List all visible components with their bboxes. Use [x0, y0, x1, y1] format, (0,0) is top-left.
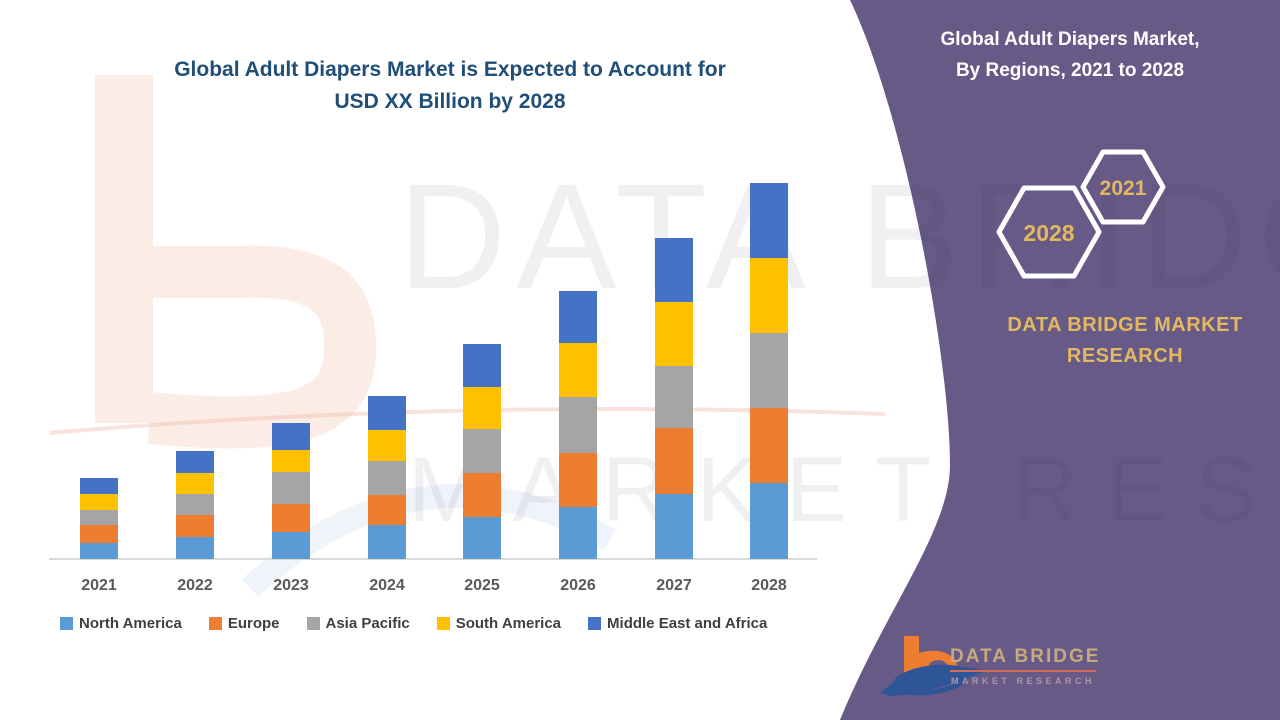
legend-label: Asia Pacific	[325, 615, 410, 632]
bar-segment-2023	[272, 450, 310, 472]
chart-title: Global Adult Diapers Market is Expected …	[55, 54, 845, 118]
legend-label: Europe	[227, 615, 280, 632]
x-axis-label: 2025	[464, 577, 500, 594]
brand-text: DATA BRIDGE MARKET RESEARCH	[950, 310, 1280, 372]
bar-segment-2024	[368, 461, 406, 495]
logo-b-stem	[904, 636, 919, 682]
watermark-red-arc	[49, 406, 886, 435]
legend-swatch	[306, 617, 320, 630]
bar-segment-2025	[463, 387, 501, 429]
chart-title-line-1: Global Adult Diapers Market is Expected …	[174, 58, 726, 81]
x-axis-label: 2027	[656, 577, 692, 594]
x-axis-label: 2028	[751, 577, 787, 594]
legend-item: Asia Pacific	[306, 615, 410, 632]
bar-segment-2024	[368, 396, 406, 430]
right-panel-title-line-1: Global Adult Diapers Market,	[940, 29, 1200, 50]
bar-segment-2027	[655, 366, 693, 428]
footer-logo-underline	[950, 670, 1096, 672]
right-panel-title-line-2: By Regions, 2021 to 2028	[955, 60, 1185, 81]
bar-segment-2025	[463, 344, 501, 387]
bar-segment-2022	[176, 494, 214, 515]
footer-logo-name: DATA BRIDGE	[950, 646, 1101, 667]
right-panel-title: Global Adult Diapers Market, By Regions,…	[900, 24, 1240, 86]
brand-text-line-2: RESEARCH	[1066, 345, 1184, 367]
legend-swatch	[436, 617, 450, 630]
bar-segment-2024	[368, 525, 406, 559]
legend-item: Middle East and Africa	[588, 615, 767, 632]
x-axis-label: 2022	[177, 577, 213, 594]
bar-segment-2023	[272, 472, 310, 504]
footer-logo-subtitle: MARKET RESEARCH	[951, 676, 1096, 686]
legend-item: North America	[60, 615, 182, 632]
brand-text-line-1: DATA BRIDGE MARKET	[1007, 314, 1243, 336]
bar-segment-2022	[176, 473, 214, 494]
bar-segment-2021	[80, 543, 118, 559]
legend-item: Europe	[208, 615, 280, 632]
x-axis-label: 2026	[560, 577, 596, 594]
bar-segment-2024	[368, 495, 406, 525]
chart-title-line-2: USD XX Billion by 2028	[334, 90, 566, 113]
legend-label: North America	[79, 615, 182, 632]
x-axis-line	[49, 558, 817, 560]
bar-segment-2026	[559, 343, 597, 397]
bar-segment-2023	[272, 504, 310, 532]
bar-segment-2022	[176, 515, 214, 537]
bar-segment-2021	[80, 494, 118, 510]
bar-segment-2021	[80, 478, 118, 494]
bar-segment-2023	[272, 423, 310, 450]
bar-segment-2021	[80, 525, 118, 543]
watermark-text-data-bridge: DATA BRIDGE	[398, 152, 1280, 320]
bar-segment-2028	[750, 333, 788, 408]
watermark-b-stem	[95, 75, 153, 423]
legend-swatch	[60, 617, 73, 630]
chart-legend: North America Europe Asia Pacific South Ame…	[60, 615, 767, 632]
bar-segment-2022	[176, 537, 214, 559]
bar-segment-2024	[368, 430, 406, 461]
legend-swatch	[588, 617, 602, 630]
legend-label: South America	[455, 615, 562, 632]
x-axis-label: 2024	[369, 577, 405, 594]
watermark-text-market-research: MARKET RESEARCH	[408, 439, 1280, 541]
x-axis-label: 2021	[81, 577, 117, 594]
x-axis-label: 2023	[273, 577, 309, 594]
watermark-b-bowl	[147, 245, 377, 449]
bar-segment-2021	[80, 510, 118, 525]
legend-label: Middle East and Africa	[607, 615, 768, 632]
bar-segment-2022	[176, 451, 214, 473]
logo-b-hole	[929, 660, 947, 672]
legend-item: South America	[436, 615, 562, 632]
bar-segment-2023	[272, 532, 310, 559]
legend-swatch	[208, 617, 222, 630]
